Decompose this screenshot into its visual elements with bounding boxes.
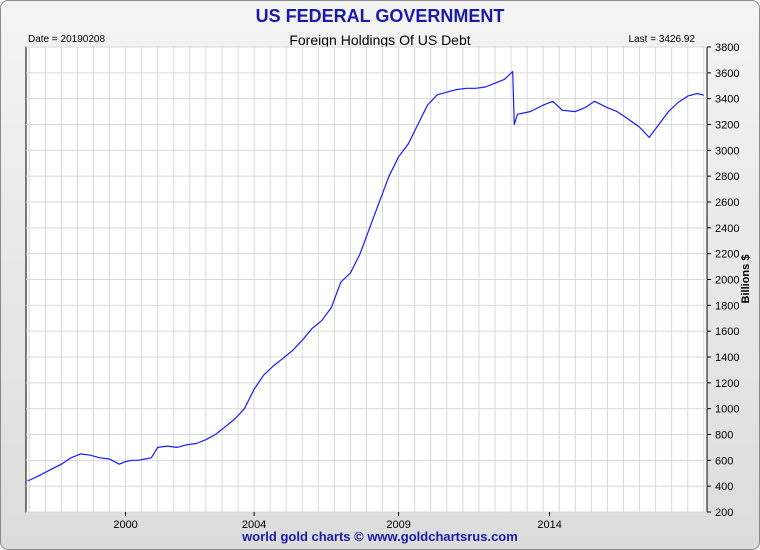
y-tick-label: 2800 <box>715 171 739 183</box>
axes: 200 400 600 800 1000 1200 1400 1600 1800 2000 2200… <box>113 42 739 531</box>
y-tick-label: 3200 <box>715 120 739 132</box>
y-tick-label: 2000 <box>715 275 739 287</box>
x-tick-label: 2009 <box>386 519 410 531</box>
y-axis-label: Billions $ <box>740 255 752 304</box>
y-tick-label: 400 <box>715 481 733 493</box>
y-tick-label: 2600 <box>715 197 739 209</box>
y-tick-label: 600 <box>715 455 733 467</box>
grid-lines <box>26 46 707 513</box>
y-tick-label: 1600 <box>715 326 739 338</box>
x-tick-label: 2014 <box>537 519 561 531</box>
date-label: Date = 20190208 <box>28 34 106 45</box>
header-title: US FEDERAL GOVERNMENT <box>255 6 505 26</box>
y-tick-label: 2400 <box>715 223 739 235</box>
y-tick-label: 1200 <box>715 378 739 390</box>
last-value-label: Last = 3426.92 <box>628 34 695 45</box>
y-tick-label: 3600 <box>715 68 739 80</box>
y-tick-label: 1000 <box>715 404 739 416</box>
y-tick-label: 200 <box>715 507 733 519</box>
y-tick-label: 3800 <box>715 42 739 54</box>
chart-title: Foreign Holdings Of US Debt <box>289 32 471 48</box>
y-tick-label: 2200 <box>715 249 739 261</box>
y-tick-label: 1400 <box>715 352 739 364</box>
y-tick-label: 3000 <box>715 145 739 157</box>
y-tick-label: 3400 <box>715 94 739 106</box>
x-tick-label: 2004 <box>242 519 266 531</box>
series-line <box>27 70 704 482</box>
y-tick-label: 1800 <box>715 300 739 312</box>
y-tick-label: 800 <box>715 430 733 442</box>
x-tick-label: 2000 <box>113 519 137 531</box>
series-layer <box>27 70 704 482</box>
subtitle-bar: Date = 20190208 Foreign Holdings Of US D… <box>1 31 759 49</box>
footer-credit: world gold charts © www.goldchartsrus.co… <box>242 529 518 544</box>
